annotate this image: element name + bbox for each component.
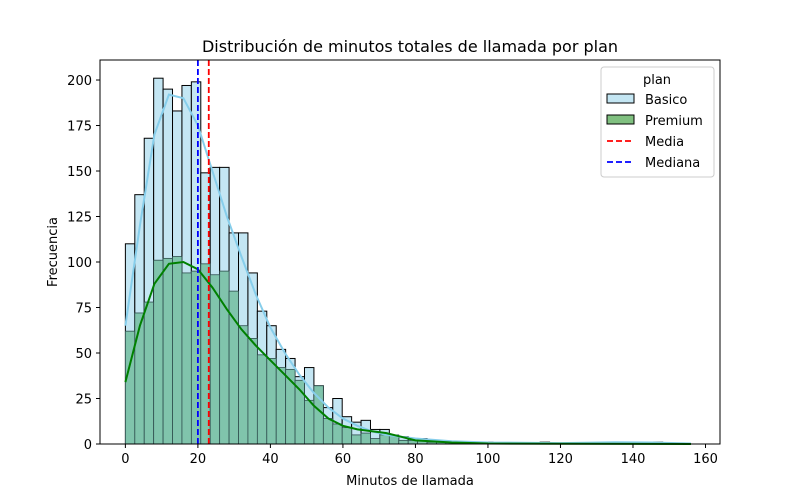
legend-swatch-basico bbox=[606, 93, 635, 104]
y-tick-label: 25 bbox=[75, 393, 92, 408]
x-tick-label: 140 bbox=[621, 452, 646, 467]
histogram-bar bbox=[162, 257, 173, 445]
y-tick-label: 175 bbox=[67, 120, 92, 135]
kde-line-premium bbox=[124, 260, 692, 445]
histogram-bar bbox=[238, 325, 249, 445]
y-tick-label: 200 bbox=[67, 74, 92, 89]
histogram-bar bbox=[153, 259, 164, 445]
x-tick-label: 120 bbox=[548, 452, 573, 467]
histogram-bar bbox=[304, 399, 315, 445]
x-axis-label: Minutos de llamada bbox=[346, 474, 474, 489]
x-axis-ticks: 0 20 40 60 80 100 120 140 160 bbox=[121, 444, 718, 467]
histogram-bar bbox=[275, 367, 287, 445]
histogram-bar bbox=[134, 312, 145, 445]
x-tick-label: 100 bbox=[476, 452, 501, 467]
histogram-bar bbox=[247, 338, 258, 445]
histogram-bar bbox=[172, 256, 183, 445]
histogram-bar bbox=[360, 432, 371, 445]
histogram-bar bbox=[332, 423, 343, 445]
y-axis-label: Frecuencia bbox=[46, 217, 61, 287]
bars-premium bbox=[124, 256, 456, 445]
legend-label: Mediana bbox=[645, 156, 700, 171]
x-tick-label: 0 bbox=[121, 452, 129, 467]
plot-area bbox=[124, 60, 692, 445]
histogram-bar bbox=[341, 427, 353, 445]
histogram-bar bbox=[379, 434, 390, 445]
legend: plan Basico Premium Media Mediana bbox=[600, 66, 715, 178]
histogram-bar bbox=[322, 418, 334, 445]
x-tick-label: 20 bbox=[190, 452, 207, 467]
chart-title: Distribución de minutos totales de llama… bbox=[202, 37, 618, 56]
x-tick-label: 80 bbox=[407, 452, 424, 467]
x-tick-label: 40 bbox=[262, 452, 279, 467]
histogram-bar bbox=[190, 270, 202, 445]
histogram-bar bbox=[181, 272, 192, 445]
histogram-bar bbox=[398, 439, 409, 445]
histogram-bar bbox=[370, 438, 381, 445]
histogram-bar bbox=[143, 301, 155, 445]
reference-lines bbox=[196, 60, 210, 444]
x-tick-label: 60 bbox=[335, 452, 352, 467]
axes-frame bbox=[99, 59, 721, 445]
legend-swatch-premium bbox=[606, 114, 635, 125]
legend-label: Premium bbox=[645, 114, 703, 129]
x-tick-label: 160 bbox=[693, 452, 718, 467]
y-tick-label: 0 bbox=[84, 438, 92, 453]
y-tick-label: 75 bbox=[75, 302, 92, 317]
y-tick-label: 50 bbox=[75, 347, 92, 362]
legend-entries: Basico Premium Media Mediana bbox=[606, 93, 703, 171]
legend-label: Media bbox=[645, 135, 684, 150]
legend-title: plan bbox=[643, 73, 671, 88]
y-tick-label: 150 bbox=[67, 165, 92, 180]
histogram-bar bbox=[209, 274, 221, 445]
histogram-bar bbox=[351, 434, 362, 445]
histogram-bar bbox=[256, 354, 268, 445]
y-axis-ticks: 0 25 50 75 100 125 150 175 200 bbox=[67, 74, 100, 453]
legend-label: Basico bbox=[645, 93, 687, 108]
histogram-bar bbox=[266, 358, 277, 445]
y-tick-label: 125 bbox=[67, 211, 92, 226]
kde-line-basico bbox=[124, 93, 692, 445]
y-tick-label: 100 bbox=[67, 256, 92, 271]
histogram-bar bbox=[219, 270, 230, 445]
